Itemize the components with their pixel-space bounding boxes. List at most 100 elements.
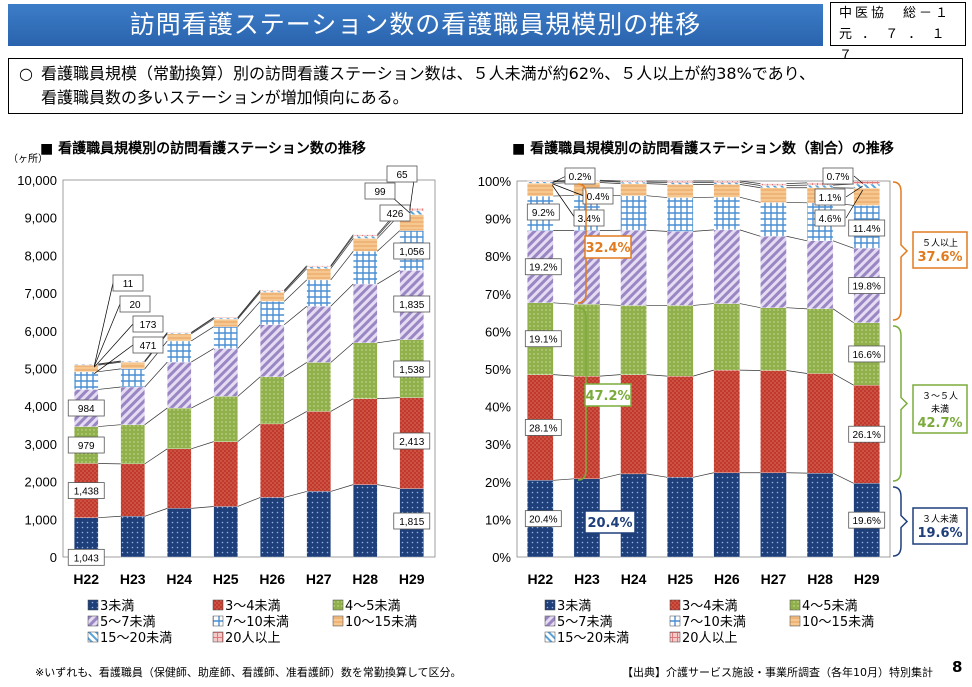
bar-segment	[353, 283, 378, 344]
h29-pct-label-box	[814, 209, 846, 227]
bar-segment	[760, 183, 787, 186]
bar-segment	[806, 184, 834, 188]
bar-segment	[713, 184, 740, 198]
h29-count-label: 426	[387, 209, 404, 220]
connector-line	[191, 318, 214, 335]
h22-pct-label: 0.4%	[587, 192, 610, 203]
x-tick-label: H23	[574, 571, 600, 587]
bar-segment	[806, 473, 834, 558]
h29-pct-label: 11.4%	[853, 224, 881, 235]
connector-line	[739, 180, 761, 184]
connector-line	[284, 306, 307, 326]
y-unit-label: （ヶ所）	[8, 153, 48, 165]
legend-swatch	[212, 599, 224, 611]
h22-count-label: 20	[129, 300, 141, 311]
h29-count-label-box	[393, 295, 431, 313]
group-brackets: 32.4%47.2%20.4%５人以上37.6%３～５人未満42.7%３人未満1…	[577, 181, 968, 557]
connector-line	[646, 183, 668, 185]
x-tick-label: H27	[306, 571, 332, 587]
y-tick-label: 2,000	[24, 475, 57, 490]
footnote: ※いずれも、看護職員（保健師、助産師、看護師、准看護師）数を常勤換算して区分。	[35, 666, 462, 679]
h29-pct-label-box	[814, 188, 846, 206]
y-tick-label: 60%	[485, 324, 511, 339]
group-label-text: 32.4%	[585, 241, 630, 256]
bar-segment	[306, 491, 331, 558]
connector-line	[330, 484, 354, 492]
h29-pct-label: 4.6%	[819, 214, 842, 225]
connector-line	[786, 307, 808, 310]
group-bracket	[892, 181, 909, 321]
h22-count-label-box	[67, 399, 105, 417]
legend-swatch	[212, 631, 224, 643]
connector-line	[237, 301, 261, 327]
bar-segment	[213, 506, 238, 558]
legend-label: 3未満	[100, 599, 134, 614]
bar-segment	[713, 369, 740, 473]
legend-label: 15～20未満	[100, 631, 172, 646]
legend-label: 20人以上	[225, 631, 281, 646]
connector-line	[553, 478, 574, 481]
connector-line	[599, 473, 621, 480]
y-tick-label: 0	[50, 550, 57, 565]
bar-segment	[213, 317, 238, 320]
leader-line	[552, 185, 576, 219]
group-label-box	[584, 235, 632, 259]
bar-segment	[353, 398, 378, 485]
connector-line	[98, 515, 121, 519]
legend-label: 3未満	[557, 599, 591, 614]
bar-segment	[760, 236, 787, 308]
bar-segment	[213, 326, 238, 349]
connector-line	[144, 340, 168, 370]
connector-line	[599, 303, 621, 306]
bar-segment	[760, 185, 787, 188]
y-tick-label: 90%	[485, 212, 511, 227]
plot-frame	[62, 179, 436, 558]
bar-segment	[260, 497, 285, 558]
connector-line	[739, 229, 761, 237]
legend-swatch	[789, 599, 801, 611]
x-tick-label: H29	[854, 571, 880, 587]
bar-segment	[260, 423, 285, 498]
bar-segment	[306, 265, 331, 267]
h29-count-label: 65	[396, 170, 408, 181]
y-tick-label: 100%	[478, 174, 512, 189]
connector-line	[144, 448, 168, 465]
bar-segment	[713, 197, 740, 231]
x-tick-label: H25	[213, 571, 239, 587]
group-label-text: ３～５人	[922, 391, 958, 402]
right-chart-title: ■ 看護職員規模別の訪問看護ステーション数（割合）の推移	[512, 141, 894, 157]
bar-segment	[167, 340, 192, 363]
y-tick-label: 3,000	[24, 437, 57, 452]
connector-line	[144, 508, 168, 517]
group-label-box	[912, 231, 968, 269]
x-tick-label: H28	[807, 571, 833, 587]
connector-line	[98, 360, 121, 365]
bar-segment	[120, 424, 145, 465]
document-id-line1: 中医協 総－１	[839, 6, 952, 21]
h22-count-label-box	[132, 315, 164, 333]
bar-segment	[713, 229, 740, 304]
leader-line	[391, 196, 410, 214]
leader-line	[853, 175, 863, 184]
right-chart: 0% 10% 20% 30% 40% 50% 60% 70% 80% 90% 100% H22 H23 H…	[478, 167, 891, 587]
legend-label: 10～15未満	[345, 615, 417, 630]
bar-segment	[713, 180, 740, 183]
h29-count-label-box	[364, 182, 396, 200]
h29-count-label-box	[386, 165, 418, 183]
x-tick-label: H27	[761, 571, 787, 587]
connector-line	[330, 238, 354, 269]
leader-line	[94, 344, 134, 374]
connector-line	[191, 441, 214, 450]
h22-pct-label-box	[524, 258, 562, 276]
legend-swatch	[669, 599, 681, 611]
h22-pct-label: 9.2%	[532, 208, 555, 219]
bar-segment	[853, 183, 880, 189]
bar-segment	[527, 181, 554, 184]
leader-line	[93, 323, 134, 368]
y-tick-label: 50%	[485, 362, 511, 377]
group-label-text: 19.6%	[917, 526, 962, 541]
connector-line	[237, 324, 261, 349]
y-tick-label: 6,000	[24, 324, 57, 339]
connector-line	[786, 182, 808, 184]
